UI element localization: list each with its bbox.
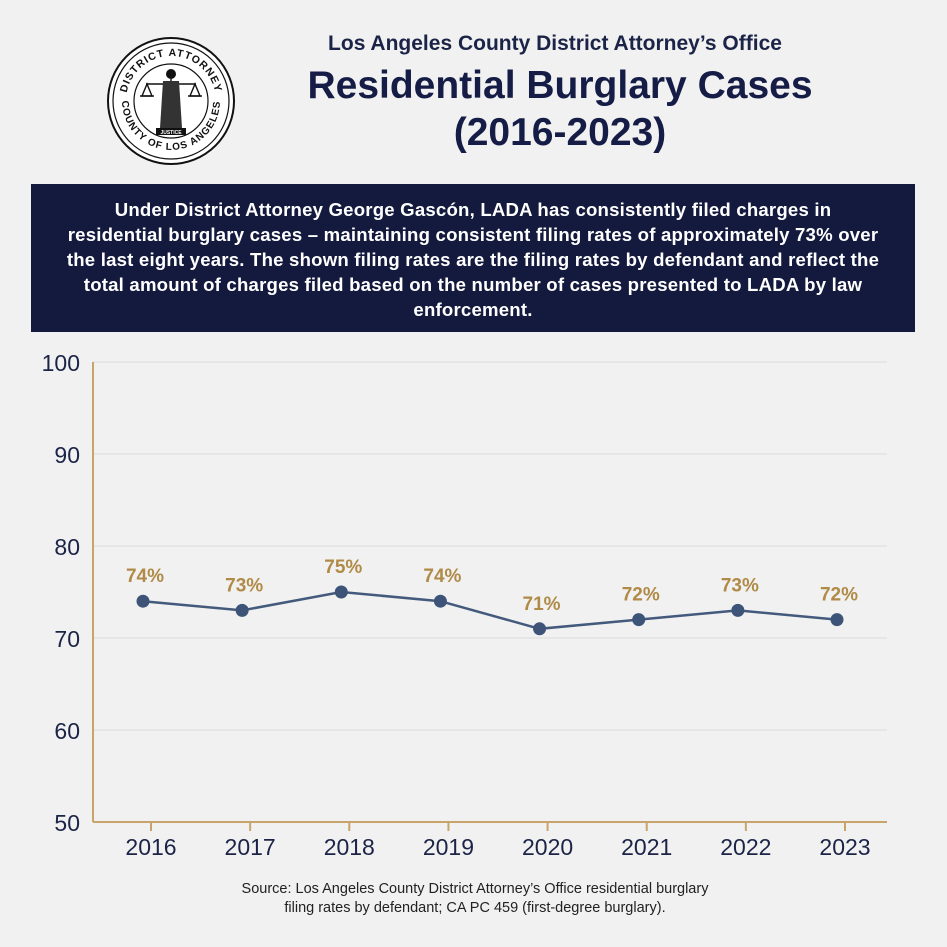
data-label: 75%: [324, 557, 362, 578]
x-tick-label: 2023: [819, 834, 870, 860]
data-point: [533, 622, 547, 636]
district-attorney-seal: DISTRICT ATTORNEY COUNTY OF LOS ANGELES …: [107, 37, 235, 165]
title-line-2: (2016-2023): [453, 111, 667, 154]
y-tick-label: 70: [54, 626, 80, 652]
summary-text: Under District Attorney George Gascón, L…: [66, 199, 880, 320]
x-tick-label: 2021: [621, 834, 672, 860]
y-tick-label: 90: [54, 442, 80, 468]
series-line: [142, 590, 838, 631]
data-label: 72%: [622, 585, 660, 606]
summary-banner: Under District Attorney George Gascón, L…: [31, 184, 915, 332]
data-point: [632, 613, 646, 627]
x-tick-label: 2018: [324, 834, 375, 860]
x-tick-label: 2022: [720, 834, 771, 860]
x-tick-label: 2019: [423, 834, 474, 860]
x-tick-label: 2020: [522, 834, 573, 860]
data-label: 73%: [721, 575, 759, 596]
data-label: 73%: [225, 575, 263, 596]
office-name: Los Angeles County District Attorney’s O…: [328, 32, 782, 55]
data-label: 72%: [820, 585, 858, 606]
data-label: 71%: [523, 594, 561, 615]
x-tick-label: 2016: [125, 834, 176, 860]
y-tick-label: 80: [54, 534, 80, 560]
source-line-2: filing rates by defendant; CA PC 459 (fi…: [284, 900, 666, 916]
filing-rate-line-chart: 50 60 70 80 90 100 2016 2017 2018 2019 2020 2021 202…: [42, 350, 887, 860]
data-label: 74%: [126, 566, 164, 587]
seal-center-text: JUSTICE: [160, 130, 182, 136]
title-line-1: Residential Burglary Cases: [307, 64, 813, 107]
y-tick-label: 100: [42, 350, 80, 376]
data-point: [731, 603, 745, 617]
x-tick-label: 2017: [225, 834, 276, 860]
page-title: Residential Burglary Cases (2016-2023): [240, 62, 880, 156]
source-note: Source: Los Angeles County District Atto…: [150, 880, 800, 918]
data-point: [334, 585, 348, 599]
data-point: [433, 594, 447, 608]
y-tick-label: 60: [54, 718, 80, 744]
y-tick-label: 50: [54, 810, 80, 836]
data-label: 74%: [423, 566, 461, 587]
data-point: [136, 594, 150, 608]
data-point: [235, 603, 249, 617]
source-line-1: Source: Los Angeles County District Atto…: [241, 881, 709, 897]
data-point: [830, 613, 844, 627]
